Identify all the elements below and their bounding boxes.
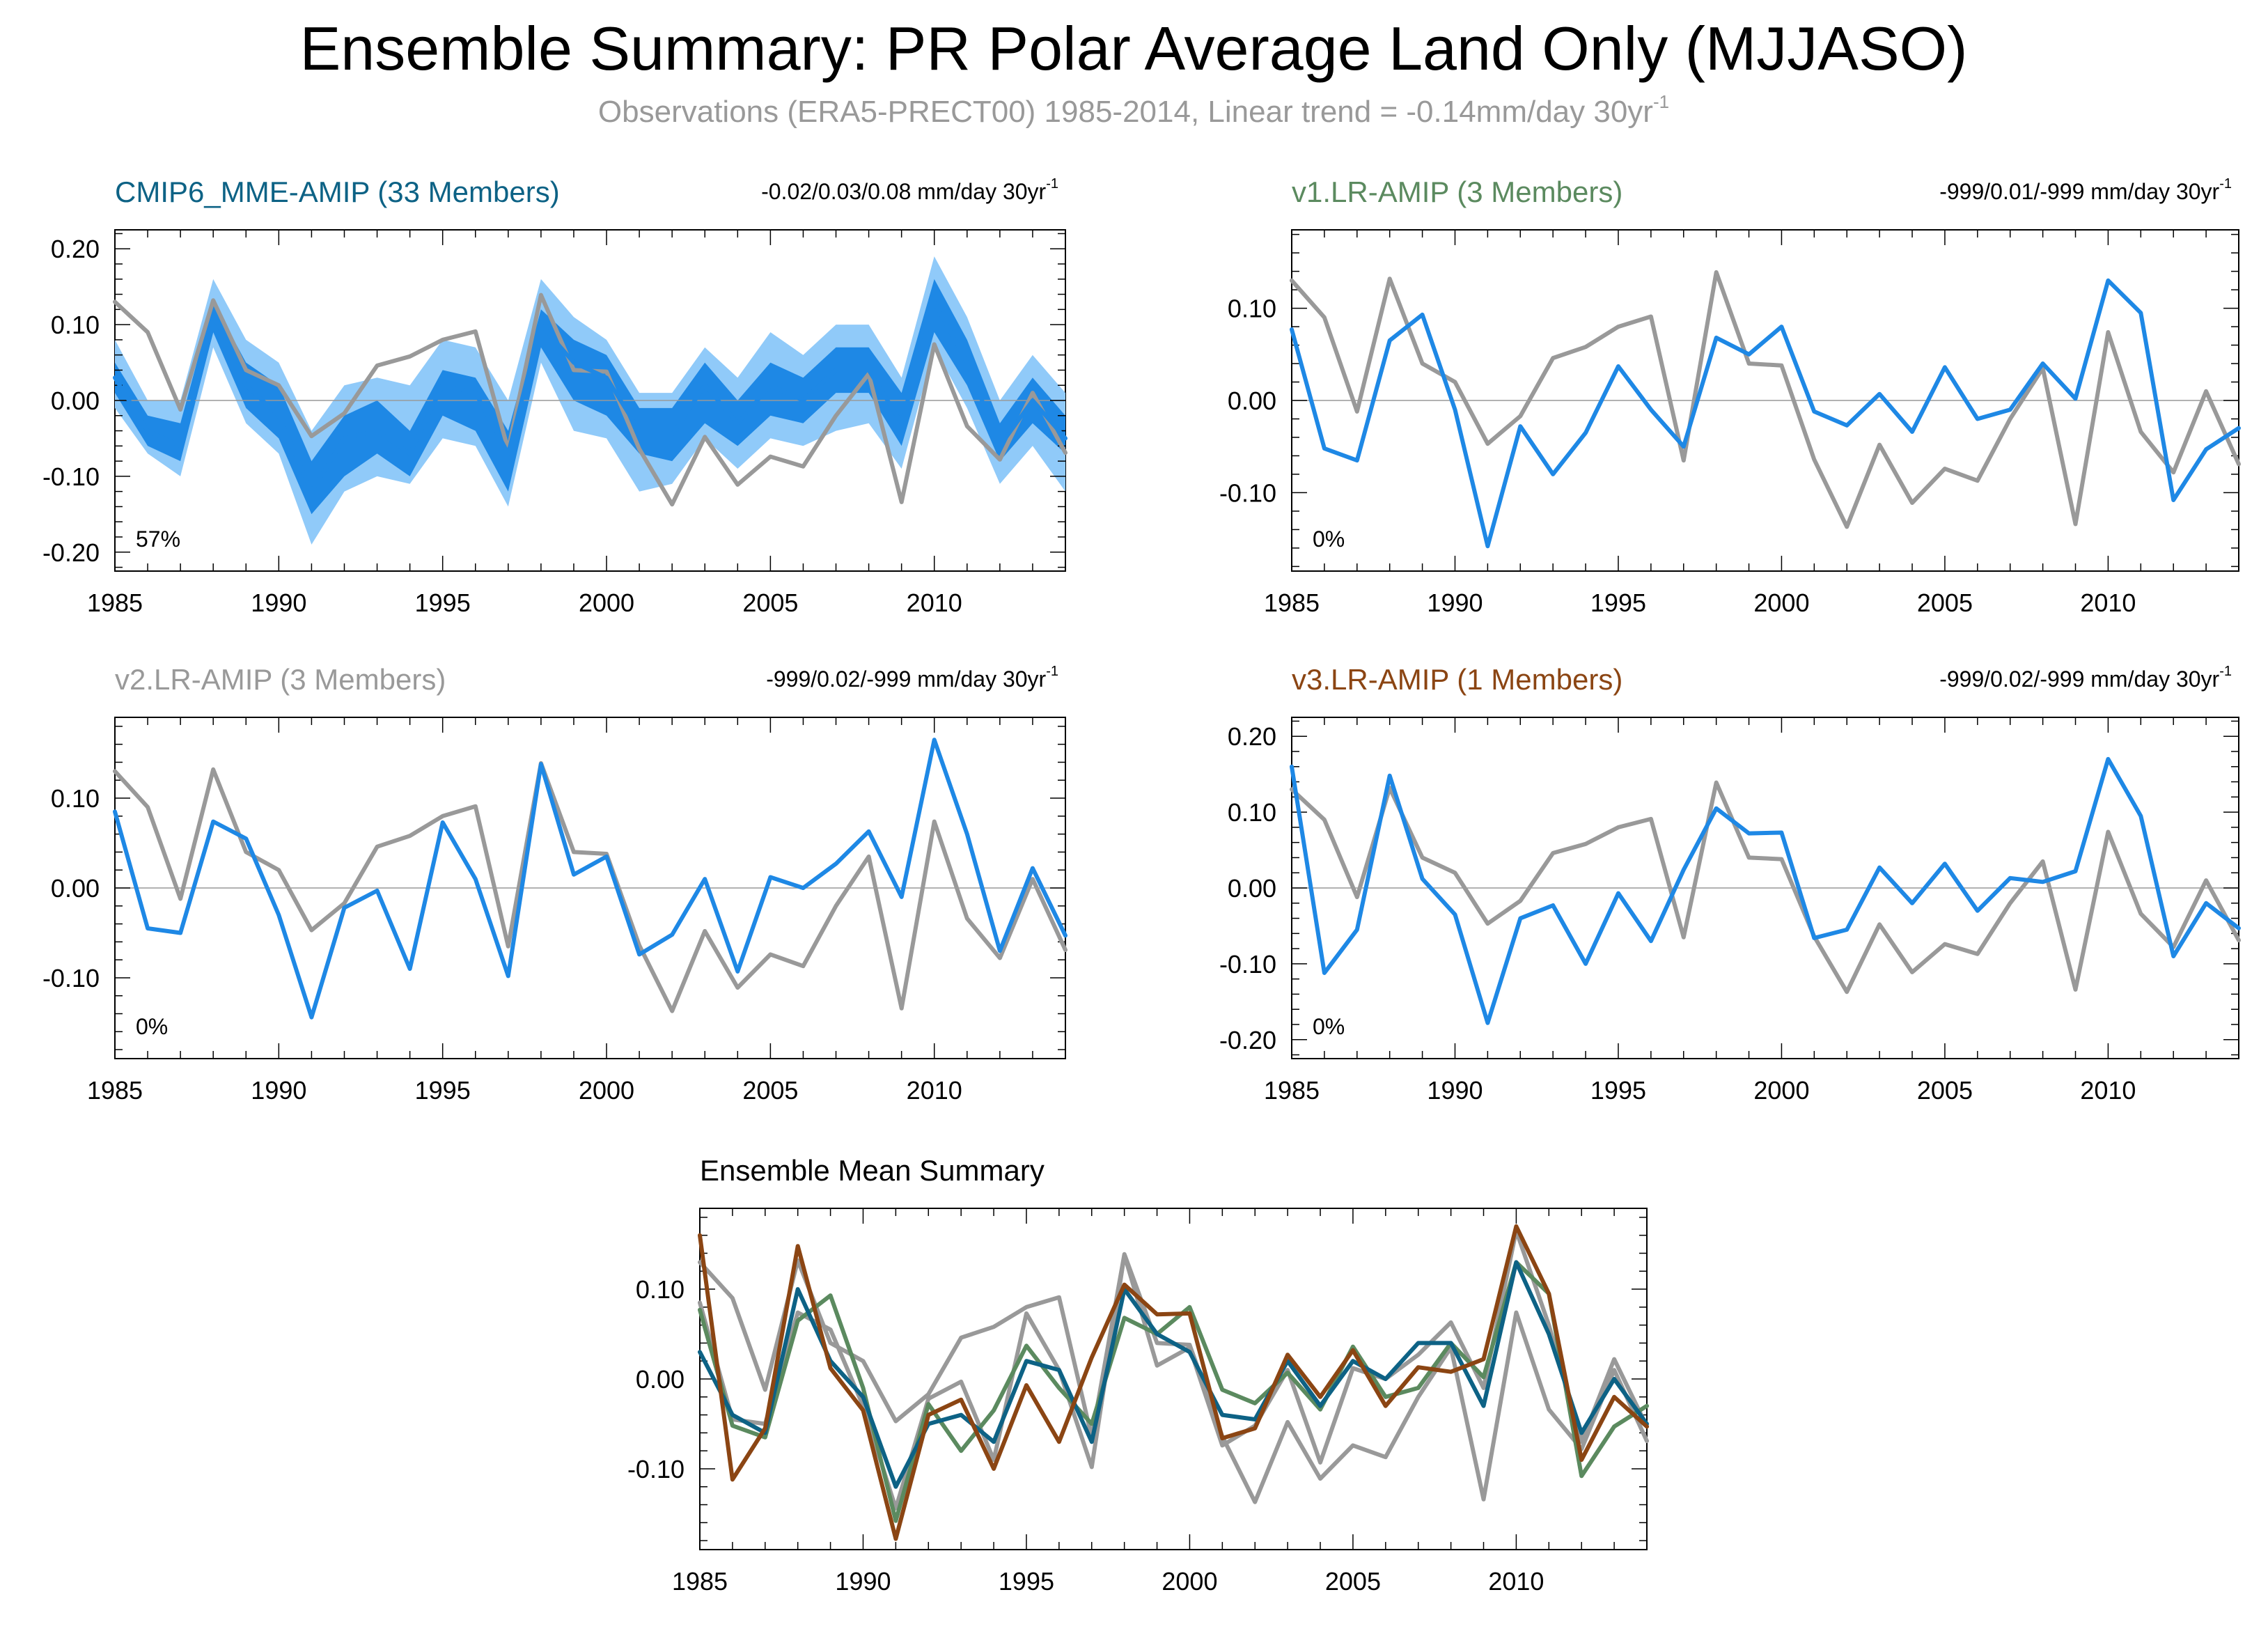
trend-label-text: -0.02/0.03/0.08 mm/day 30yr bbox=[761, 179, 1046, 204]
x-tick-label: 1985 bbox=[87, 589, 143, 617]
x-tick-label: 2005 bbox=[742, 1076, 798, 1105]
x-tick-label: 2010 bbox=[2080, 589, 2136, 617]
x-tick-label: 1990 bbox=[835, 1567, 891, 1596]
y-tick-label: 0.10 bbox=[51, 784, 100, 813]
y-tick-label: -0.20 bbox=[42, 538, 100, 567]
y-tick-label: 0.10 bbox=[1228, 295, 1276, 323]
x-tick-label: 1995 bbox=[999, 1567, 1054, 1596]
trend-label-sup: -1 bbox=[2219, 176, 2232, 192]
figure-title: Ensemble Summary: PR Polar Average Land … bbox=[300, 14, 1968, 83]
y-tick-label: 0.10 bbox=[51, 311, 100, 339]
y-tick-label: 0.00 bbox=[1228, 874, 1276, 903]
panel-1: 0.20 0.10 0.00 -0.10 -0.20 1985 1990 1995 2000 20… bbox=[42, 176, 1067, 617]
series-line-1 bbox=[1290, 270, 2241, 529]
panel-title: v2.LR-AMIP (3 Members) bbox=[115, 663, 446, 696]
trend-label-text: -999/0.02/-999 mm/day 30yr bbox=[766, 667, 1046, 692]
y-tick-label: -0.10 bbox=[627, 1455, 685, 1483]
y-tick-label: 0.10 bbox=[1228, 798, 1276, 827]
x-tick-label: 1985 bbox=[87, 1076, 143, 1105]
x-tick-label: 1985 bbox=[1264, 1076, 1320, 1105]
series-line-3 bbox=[698, 1260, 1649, 1523]
y-tick-label: -0.20 bbox=[1219, 1026, 1276, 1054]
series-line-2 bbox=[113, 738, 1067, 1020]
panel-title: Ensemble Mean Summary bbox=[700, 1154, 1045, 1187]
trend-label-text: -999/0.02/-999 mm/day 30yr bbox=[1939, 667, 2219, 692]
figure-subtitle-sup: -1 bbox=[1653, 91, 1669, 112]
x-tick-label: 1990 bbox=[251, 589, 306, 617]
x-tick-label: 1995 bbox=[415, 1076, 471, 1105]
series-line-2 bbox=[1290, 756, 2241, 1025]
percent-label: 57% bbox=[136, 527, 180, 552]
series-line-2 bbox=[1290, 278, 2241, 549]
x-tick-label: 1990 bbox=[1427, 589, 1483, 617]
x-tick-label: 1995 bbox=[415, 589, 471, 617]
y-tick-label: 0.00 bbox=[636, 1365, 685, 1394]
x-tick-label: 2005 bbox=[1917, 1076, 1973, 1105]
series-line-4 bbox=[698, 1260, 1649, 1489]
y-tick-label: 0.00 bbox=[51, 387, 100, 415]
y-tick-label: 0.20 bbox=[1228, 722, 1276, 751]
figure-subtitle-text: Observations (ERA5-PRECT00) 1985-2014, L… bbox=[598, 95, 1653, 129]
x-tick-label: 1985 bbox=[672, 1567, 728, 1596]
trend-label: -999/0.01/-999 mm/day 30yr-1 bbox=[1939, 176, 2232, 204]
series-line-2 bbox=[113, 299, 1067, 494]
x-tick-label: 2005 bbox=[1917, 589, 1973, 617]
y-tick-label: 0.20 bbox=[51, 235, 100, 263]
x-tick-label: 2000 bbox=[1753, 589, 1809, 617]
series-line-1 bbox=[113, 761, 1067, 1013]
x-tick-label: 2000 bbox=[1162, 1567, 1217, 1596]
y-tick-label: 0.00 bbox=[51, 874, 100, 903]
percent-label: 0% bbox=[1313, 1014, 1345, 1039]
x-tick-label: 2010 bbox=[907, 1076, 962, 1105]
trend-label: -999/0.02/-999 mm/day 30yr-1 bbox=[766, 664, 1058, 692]
panel-title: v3.LR-AMIP (1 Members) bbox=[1292, 663, 1622, 696]
y-tick-label: -0.10 bbox=[42, 462, 100, 491]
y-tick-label: -0.10 bbox=[42, 964, 100, 992]
panels: 0.20 0.10 0.00 -0.10 -0.20 1985 1990 1995 2000 20… bbox=[42, 176, 2241, 1596]
x-tick-label: 1990 bbox=[1427, 1076, 1483, 1105]
y-tick-label: -0.10 bbox=[1219, 950, 1276, 979]
y-tick-label: 0.00 bbox=[1228, 387, 1276, 415]
trend-label: -999/0.02/-999 mm/day 30yr-1 bbox=[1939, 664, 2232, 692]
percent-label: 0% bbox=[1313, 527, 1345, 552]
x-tick-label: 2010 bbox=[907, 589, 962, 617]
y-tick-label: 0.10 bbox=[636, 1275, 685, 1304]
figure-subtitle: Observations (ERA5-PRECT00) 1985-2014, L… bbox=[598, 91, 1669, 129]
trend-label-text: -999/0.01/-999 mm/day 30yr bbox=[1939, 179, 2219, 204]
x-tick-label: 2000 bbox=[579, 589, 634, 617]
series-line-1 bbox=[1290, 780, 2241, 995]
x-tick-label: 2000 bbox=[1753, 1076, 1809, 1105]
x-tick-label: 2005 bbox=[1325, 1567, 1381, 1596]
x-tick-label: 1990 bbox=[251, 1076, 306, 1105]
x-tick-label: 1995 bbox=[1590, 1076, 1646, 1105]
panel-3: 0.10 0.00 -0.10 1985 1990 1995 2000 2005 2010 v2.… bbox=[42, 663, 1067, 1105]
trend-label-sup: -1 bbox=[1046, 176, 1058, 192]
panel-2: 0.10 0.00 -0.10 1985 1990 1995 2000 2005 2010 v1.… bbox=[1219, 176, 2241, 617]
x-tick-label: 2000 bbox=[579, 1076, 634, 1105]
panel-title: v1.LR-AMIP (3 Members) bbox=[1292, 176, 1622, 208]
y-tick-label: -0.10 bbox=[1219, 478, 1276, 507]
series-line-5 bbox=[698, 1224, 1649, 1541]
x-tick-label: 1995 bbox=[1590, 589, 1646, 617]
panel-5: 0.10 0.00 -0.10 1985 1990 1995 2000 2005 2010 Ens… bbox=[627, 1154, 1649, 1596]
trend-label: -0.02/0.03/0.08 mm/day 30yr-1 bbox=[761, 176, 1058, 204]
trend-label-sup: -1 bbox=[1046, 664, 1058, 679]
spread-band-2 bbox=[115, 279, 1065, 515]
x-tick-label: 1985 bbox=[1264, 589, 1320, 617]
trend-label-sup: -1 bbox=[2219, 664, 2232, 679]
x-tick-label: 2010 bbox=[1488, 1567, 1544, 1596]
panel-title: CMIP6_MME-AMIP (33 Members) bbox=[115, 176, 560, 208]
x-tick-label: 2010 bbox=[2080, 1076, 2136, 1105]
percent-label: 0% bbox=[136, 1014, 168, 1039]
x-tick-label: 2005 bbox=[742, 589, 798, 617]
panel-4: 0.20 0.10 0.00 -0.10 -0.20 1985 1990 1995 2000 20… bbox=[1219, 663, 2241, 1105]
